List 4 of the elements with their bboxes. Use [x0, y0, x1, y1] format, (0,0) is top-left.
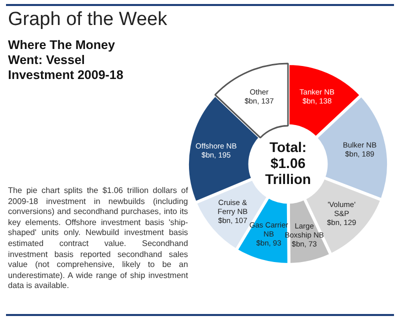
text: Total: $1.06 Trillion	[265, 138, 311, 187]
text: Where The Money Went: Vessel Investment 2009-18	[8, 38, 124, 83]
text: The pie chart splits the $1.06 trillion dollars of 2009-18 investment in newbuilds (including conversions) and secondhand purchases, into its key elements. Offshore investment basis 'ship-shaped' units only. Newbuild investment basis estimated contract value. Secondhand investment basis reported secondhand sales value (not comprehensive, likely to be an underestimate). A wide range of ship investment data is available.	[8, 186, 188, 290]
chart-title: Graph of the Week	[8, 9, 168, 31]
